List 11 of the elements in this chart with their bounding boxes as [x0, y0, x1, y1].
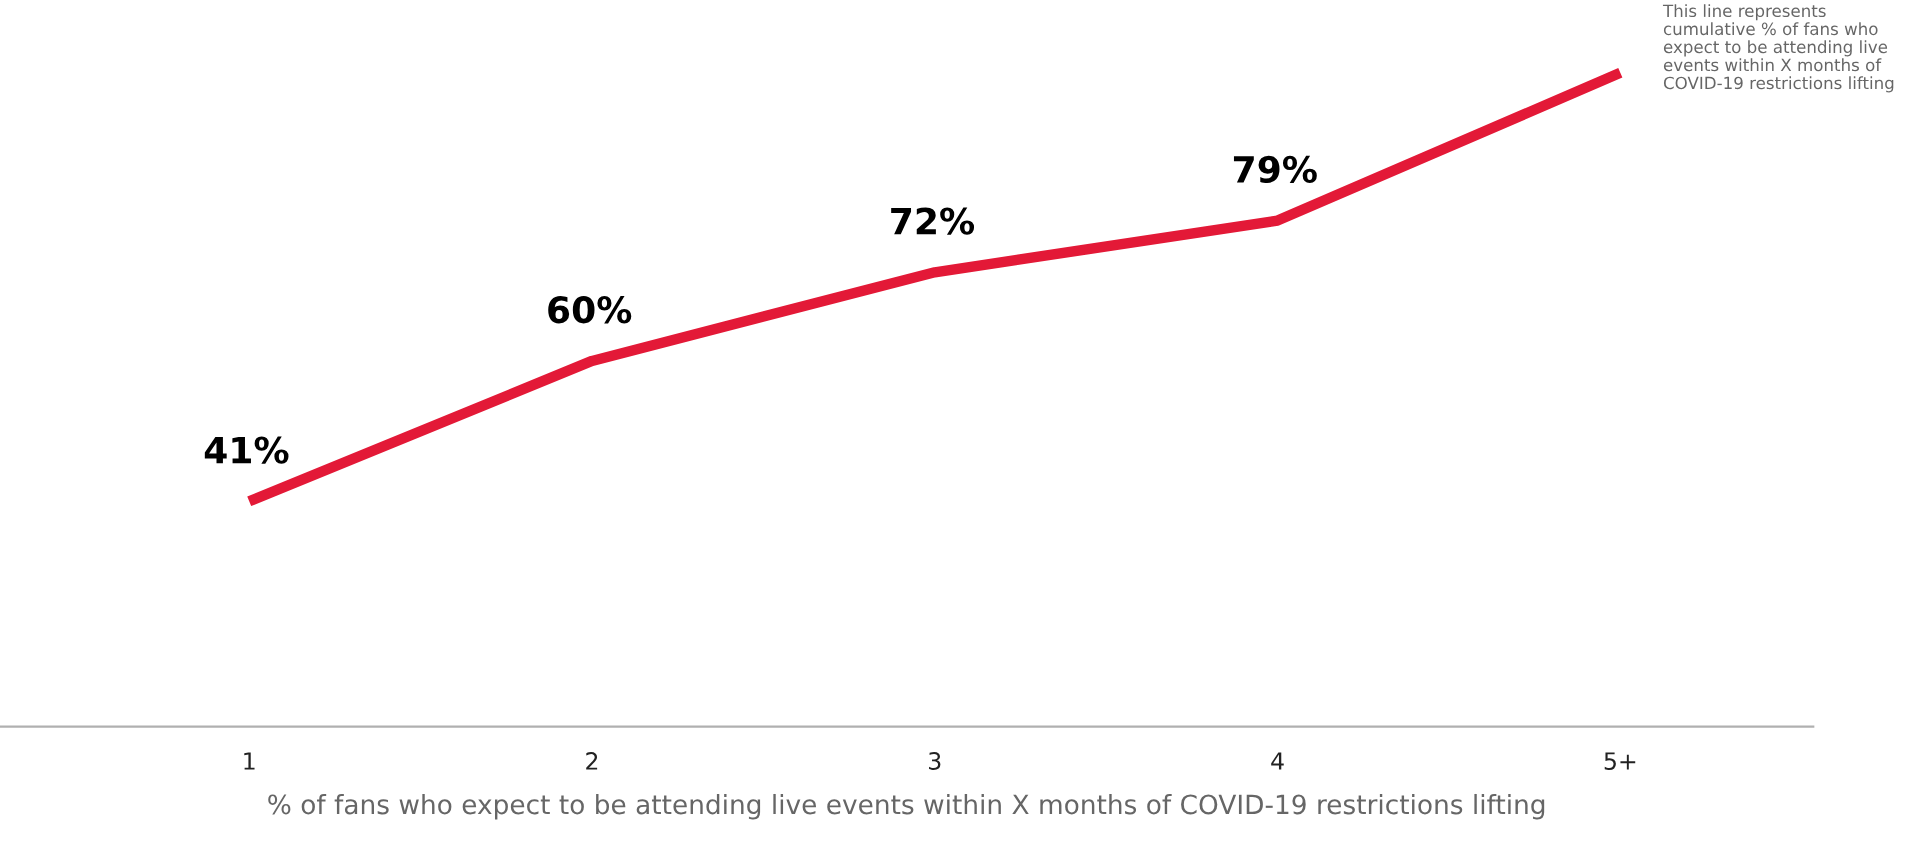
x-tick-label: 5+ — [1604, 752, 1636, 770]
x-axis-title: % of fans who expect to be attending live events within X months of COVID-19 restrictions lifting — [268, 793, 1545, 820]
data-label: 79% — [1233, 155, 1317, 184]
x-tick-label: 1 — [244, 752, 255, 770]
x-tick-label: 2 — [586, 752, 598, 770]
data-label: 72% — [891, 207, 975, 235]
x-tick-label: 4 — [1271, 752, 1284, 770]
x-tick-label: 3 — [929, 752, 941, 770]
annotation: This line represents cumulative % of fans who expect to be attending live events within X months of COVID-19 restrictions lifting — [1662, 4, 1894, 93]
data-label: 60% — [548, 296, 632, 324]
data-label: 41% — [204, 436, 289, 464]
